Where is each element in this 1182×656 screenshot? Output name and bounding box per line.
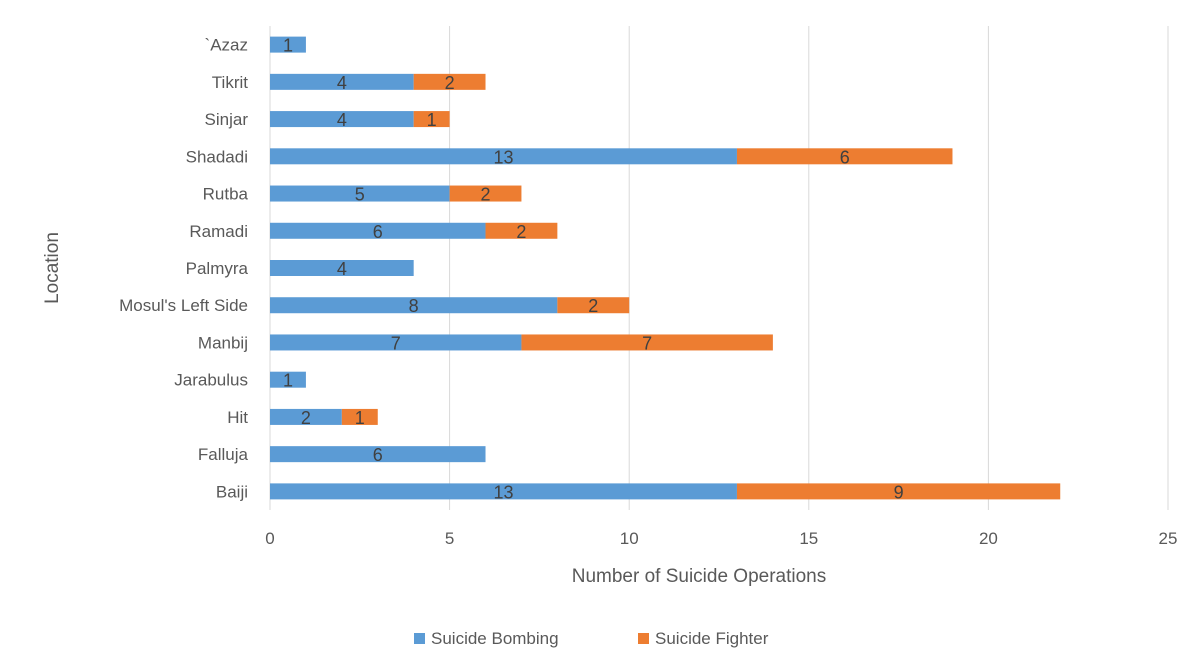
data-label: 6 xyxy=(373,445,383,465)
data-label: 4 xyxy=(337,110,347,130)
x-tick-label: 0 xyxy=(265,529,274,548)
bar-suicide-fighter xyxy=(736,483,1061,500)
bar-suicide-bombing xyxy=(270,73,414,90)
data-label: 2 xyxy=(588,296,598,316)
x-tick-label: 15 xyxy=(799,529,818,548)
category-label: Shadadi xyxy=(186,147,248,166)
data-label: 6 xyxy=(840,147,850,167)
bar-suicide-bombing xyxy=(270,408,342,425)
legend-label-suicide-bombing: Suicide Bombing xyxy=(431,629,559,648)
bar-suicide-fighter xyxy=(413,73,486,90)
x-tick-label: 20 xyxy=(979,529,998,548)
category-label: Palmyra xyxy=(186,259,249,278)
legend: Suicide Bombing Suicide Fighter xyxy=(414,629,769,648)
data-label: 1 xyxy=(283,371,293,391)
category-labels: `Azaz Tikrit Sinjar Shadadi Rutba Ramadi Palmy… xyxy=(119,36,248,502)
bar-suicide-fighter xyxy=(485,222,558,239)
data-label: 7 xyxy=(642,333,652,353)
category-label: Sinjar xyxy=(205,110,249,129)
bar-suicide-bombing xyxy=(270,297,558,314)
x-axis-title: Number of Suicide Operations xyxy=(572,566,827,587)
data-label: 5 xyxy=(355,185,365,205)
legend-label-suicide-fighter: Suicide Fighter xyxy=(655,629,769,648)
data-label: 1 xyxy=(355,408,365,428)
x-tick-label: 25 xyxy=(1159,529,1178,548)
category-label: Jarabulus xyxy=(174,371,248,390)
x-tick-label: 5 xyxy=(445,529,454,548)
data-label: 4 xyxy=(337,259,347,279)
category-label: Manbij xyxy=(198,333,248,352)
bar-suicide-bombing xyxy=(270,483,737,500)
category-label: Ramadi xyxy=(189,222,248,241)
bar-suicide-bombing xyxy=(270,371,306,388)
data-label: 2 xyxy=(301,408,311,428)
bar-suicide-bombing xyxy=(270,222,486,239)
bar-suicide-bombing xyxy=(270,148,737,165)
data-label: 4 xyxy=(337,73,347,93)
bar-suicide-fighter xyxy=(521,334,773,351)
category-label: Mosul's Left Side xyxy=(119,296,248,315)
data-label: 7 xyxy=(391,333,401,353)
bar-suicide-fighter xyxy=(557,297,630,314)
bar-suicide-bombing xyxy=(270,36,306,53)
data-label: 6 xyxy=(373,222,383,242)
category-label: Falluja xyxy=(198,445,249,464)
data-label: 8 xyxy=(409,296,419,316)
category-label: `Azaz xyxy=(205,36,248,55)
bar-suicide-bombing xyxy=(270,260,414,276)
gridlines xyxy=(269,26,1169,510)
bar-suicide-fighter xyxy=(341,408,378,425)
data-label: 13 xyxy=(493,147,513,167)
data-label: 13 xyxy=(493,482,513,502)
data-label: 2 xyxy=(445,73,455,93)
bar-suicide-bombing xyxy=(270,185,450,202)
category-label: Rutba xyxy=(203,185,249,204)
bars xyxy=(270,36,1061,500)
data-label: 1 xyxy=(283,36,293,56)
category-label: Hit xyxy=(227,408,248,427)
data-label: 9 xyxy=(894,482,904,502)
data-label: 2 xyxy=(516,222,526,242)
legend-swatch-suicide-fighter xyxy=(638,633,649,644)
data-label: 2 xyxy=(481,185,491,205)
category-label: Tikrit xyxy=(212,73,248,92)
legend-swatch-suicide-bombing xyxy=(414,633,425,644)
bar-suicide-bombing xyxy=(270,111,414,128)
bar-suicide-fighter xyxy=(449,185,522,202)
bar-suicide-fighter xyxy=(413,111,450,128)
bar-suicide-bombing xyxy=(270,446,486,463)
data-label: 1 xyxy=(427,110,437,130)
bar-suicide-fighter xyxy=(736,148,953,165)
category-label: Baiji xyxy=(216,482,248,501)
bar-suicide-bombing xyxy=(270,334,522,351)
x-tick-label: 10 xyxy=(620,529,639,548)
y-axis-title: Location xyxy=(42,232,63,304)
x-tick-labels: 0 5 10 15 20 25 xyxy=(265,529,1177,548)
